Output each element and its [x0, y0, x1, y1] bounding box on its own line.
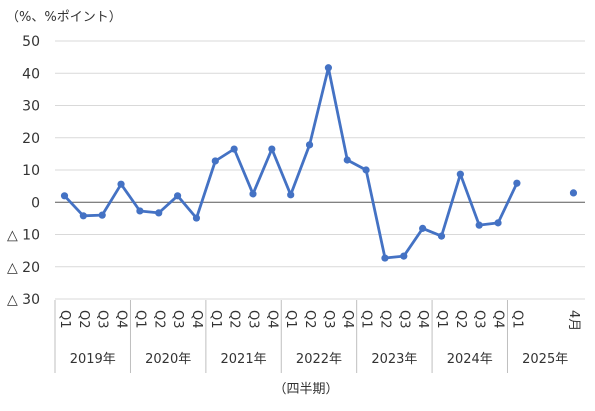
data-point	[419, 224, 427, 232]
y-tick-label: 0	[31, 195, 40, 211]
data-point	[249, 190, 257, 198]
data-point	[437, 232, 446, 240]
quarter-label: Q3	[396, 310, 411, 329]
quarter-label: 4月	[566, 310, 581, 331]
quarter-label: Q1	[283, 310, 298, 329]
data-point	[569, 189, 578, 197]
data-point	[362, 166, 370, 174]
y-tick-label: 50	[22, 34, 40, 50]
data-point	[98, 211, 106, 219]
quarter-label: Q1	[359, 310, 374, 329]
quarter-label: Q2	[377, 310, 392, 329]
year-label: 2023年	[371, 352, 417, 367]
quarter-label: Q2	[227, 310, 242, 329]
series-line	[60, 64, 578, 262]
y-tick-label: 40	[22, 66, 40, 82]
year-label: 2021年	[221, 352, 267, 367]
quarter-label: Q1	[132, 310, 147, 329]
quarter-label: Q4	[264, 310, 279, 329]
data-point	[268, 145, 276, 153]
quarter-label: Q4	[491, 310, 506, 329]
quarter-label: Q3	[472, 310, 487, 329]
data-point	[192, 214, 201, 222]
data-point	[324, 64, 332, 72]
y-tick-label: 20	[22, 131, 40, 147]
quarter-label: Q2	[453, 310, 468, 329]
quarter-label: Q3	[95, 310, 110, 329]
data-point	[494, 219, 502, 227]
y-tick-label: 10	[22, 163, 40, 179]
year-label: 2025年	[522, 352, 568, 367]
quarter-label: Q2	[76, 310, 91, 329]
quarter-label: Q1	[208, 310, 223, 329]
y-tick-label: 30	[22, 99, 40, 115]
quarter-label: Q3	[170, 310, 185, 329]
unit-label: （%、%ポイント）	[6, 10, 122, 25]
y-tick-label: △ 10	[7, 228, 40, 244]
quarter-label: Q2	[151, 310, 166, 329]
quarter-label: Q2	[302, 310, 317, 329]
data-point	[79, 212, 87, 220]
quarter-label: Q4	[114, 310, 129, 329]
y-tick-label: △ 30	[7, 292, 40, 308]
data-point	[155, 209, 163, 217]
data-point	[136, 207, 144, 215]
y-tick-label: △ 20	[7, 260, 40, 276]
data-point	[305, 141, 314, 149]
data-point	[287, 191, 295, 199]
quarter-label: Q4	[340, 310, 355, 329]
data-point	[513, 179, 521, 187]
data-point	[343, 156, 351, 164]
year-label: 2024年	[447, 352, 493, 367]
year-label: 2020年	[145, 352, 191, 367]
data-point	[60, 192, 69, 200]
x-axis-title: （四半期）	[273, 382, 338, 397]
quarter-label: Q1	[57, 310, 72, 329]
quarter-label: Q3	[321, 310, 336, 329]
data-point	[174, 192, 182, 200]
data-point	[475, 221, 483, 229]
year-label: 2022年	[296, 352, 342, 367]
quarter-label: Q3	[246, 310, 261, 329]
data-point	[456, 170, 464, 178]
quarter-label: Q4	[415, 310, 430, 329]
quarter-label: Q4	[189, 310, 204, 329]
data-point	[381, 254, 389, 262]
year-label: 2019年	[70, 352, 116, 367]
y-axis-tick-labels: 50 40 30 20 10 0 △ 10 △ 20 △ 30	[7, 34, 40, 308]
data-point	[230, 145, 238, 153]
data-point	[211, 157, 219, 165]
quarter-label: Q1	[509, 310, 524, 329]
data-point	[400, 252, 408, 260]
data-point	[117, 180, 125, 188]
quarter-label: Q1	[434, 310, 449, 329]
